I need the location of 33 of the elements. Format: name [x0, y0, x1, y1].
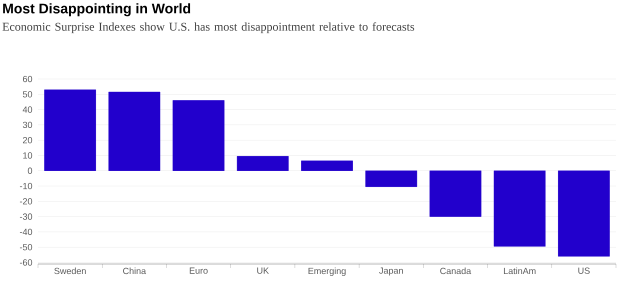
y-tick-label: -10 — [20, 182, 32, 190]
x-tick-label: Canada — [440, 268, 472, 274]
y-tick-label: 60 — [22, 76, 32, 82]
x-tick-label: Emerging — [308, 268, 346, 276]
y-tick-label: -20 — [20, 198, 32, 204]
x-tick-label: US — [578, 268, 590, 274]
y-tick-label: 10 — [23, 152, 32, 159]
chart-subtitle: Economic Surprise Indexes show U.S. has most disappointment relative to forecasts — [2, 22, 414, 34]
bar — [558, 170, 610, 257]
y-tick-label: -40 — [20, 228, 32, 236]
x-tick-label: China — [123, 268, 146, 274]
bar — [494, 170, 546, 247]
y-tick-label: -60 — [20, 259, 32, 266]
y-tick-label: 20 — [22, 136, 32, 144]
y-tick-label: 0 — [28, 168, 32, 174]
y-tick-label: 30 — [22, 122, 32, 128]
bar — [430, 170, 482, 217]
bar — [108, 92, 160, 171]
bar — [44, 90, 96, 171]
x-tick-label: Sweden — [54, 268, 86, 274]
bar — [301, 160, 353, 171]
y-tick-label: -30 — [20, 213, 32, 220]
bar — [365, 170, 418, 187]
y-tick-label: -50 — [20, 244, 32, 250]
y-tick-label: 40 — [22, 106, 32, 113]
bar — [172, 100, 224, 171]
x-tick-label: UK — [257, 268, 269, 274]
x-tick-label: LatinAm — [504, 268, 536, 274]
x-tick-label: Japan — [379, 268, 403, 276]
chart-title: Most Disappointing in World — [3, 3, 190, 16]
bar — [236, 156, 289, 171]
x-tick-label: Euro — [190, 268, 208, 274]
y-tick-label: 50 — [22, 91, 32, 98]
